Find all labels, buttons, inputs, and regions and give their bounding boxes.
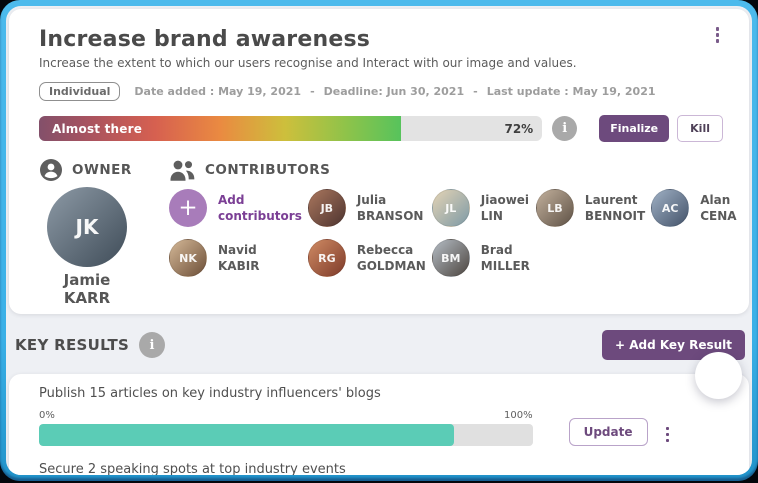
- meta-separator: -: [473, 85, 478, 98]
- contributor-avatar: JL: [431, 189, 470, 227]
- key-result-row: Secure 2 speaking spots at top industry …: [39, 462, 723, 475]
- contributors-icon: [169, 160, 196, 181]
- owner-section: OWNER JK Jamie KARR: [39, 158, 145, 307]
- progress-info-icon[interactable]: i: [552, 116, 578, 141]
- contributor-name: Navid KABIR: [218, 242, 260, 273]
- contributors-heading: CONTRIBUTORS: [205, 162, 331, 178]
- scale-max-label: 100%: [504, 410, 533, 421]
- date-added: Date added : May 19, 2021: [134, 85, 302, 98]
- objective-meta: Date added : May 19, 2021 - Deadline: Ju…: [134, 85, 655, 98]
- contributor-name: Rebecca GOLDMAN: [356, 242, 426, 273]
- contributor-avatar-initials: NK: [179, 251, 197, 265]
- contributor-avatar-initials: LB: [547, 201, 563, 215]
- contributor-item[interactable]: NK Navid KABIR: [169, 239, 302, 277]
- kill-button[interactable]: Kill: [677, 115, 723, 142]
- contributor-avatar: LB: [535, 189, 574, 227]
- key-result-title: Secure 2 speaking spots at top industry …: [39, 462, 346, 475]
- contributor-avatar-initials: JB: [320, 201, 334, 215]
- meta-separator: -: [310, 85, 315, 98]
- add-contributor-label: Add contributors: [218, 192, 302, 223]
- objective-description: Increase the extent to which our users r…: [39, 56, 577, 70]
- contributor-avatar: BM: [431, 239, 470, 277]
- contributor-avatar-initials: JL: [445, 201, 457, 215]
- objective-card: Increase brand awareness Increase the ex…: [9, 9, 749, 314]
- progress-status-label: Almost there: [52, 121, 143, 136]
- objective-progress-fill: Almost there: [39, 116, 402, 141]
- key-results-header: KEY RESULTS i + Add Key Result: [6, 314, 752, 374]
- add-contributor[interactable]: + Add contributors: [169, 189, 302, 227]
- finalize-button[interactable]: Finalize: [599, 115, 670, 142]
- owner-icon: [39, 158, 63, 182]
- last-update: Last update : May 19, 2021: [486, 85, 656, 98]
- key-result-progress-fill: [39, 424, 454, 446]
- objective-type-badge: Individual: [39, 82, 121, 101]
- contributors-grid: + Add contributors JB Julia BRANSON JL Jia…: [169, 189, 737, 277]
- contributor-avatar: RG: [307, 239, 346, 277]
- contributors-section: CONTRIBUTORS + Add contributors JB: [169, 160, 737, 307]
- contributor-avatar: JB: [307, 189, 346, 227]
- key-result-title: Publish 15 articles on key industry infl…: [39, 386, 381, 401]
- owner-heading: OWNER: [72, 162, 132, 178]
- window-content: Increase brand awareness Increase the ex…: [6, 6, 752, 475]
- key-result-menu-icon[interactable]: [664, 425, 672, 445]
- objective-title: Increase brand awareness: [39, 27, 371, 52]
- contributor-name: Alan CENA: [700, 192, 737, 223]
- contributor-item[interactable]: BM Brad MILLER: [431, 239, 530, 277]
- key-results-info-icon[interactable]: i: [139, 332, 166, 358]
- scale-min-label: 0%: [39, 410, 55, 421]
- contributor-item[interactable]: JB Julia BRANSON: [307, 189, 426, 227]
- contributor-item[interactable]: RG Rebecca GOLDMAN: [307, 239, 426, 277]
- contributor-name: Julia BRANSON: [356, 192, 424, 223]
- contributor-item[interactable]: JL Jiaowei LIN: [431, 189, 530, 227]
- owner-avatar[interactable]: JK: [47, 187, 127, 267]
- contributor-avatar-initials: AC: [661, 201, 679, 215]
- progress-percent: 72%: [504, 121, 534, 136]
- key-result-progress-track: [39, 424, 533, 446]
- contributor-item[interactable]: LB Laurent BENNOIT: [535, 189, 646, 227]
- objective-progress-track: Almost there 72%: [39, 116, 543, 141]
- key-result-row: Publish 15 articles on key industry infl…: [39, 386, 723, 446]
- deadline: Deadline: Jun 30, 2021: [323, 85, 465, 98]
- add-contributor-icon[interactable]: +: [169, 189, 207, 227]
- objective-menu-icon[interactable]: [712, 21, 724, 49]
- contributor-avatar-initials: RG: [318, 251, 336, 265]
- contributor-name: Brad MILLER: [480, 242, 530, 273]
- contributor-avatar-initials: BM: [441, 251, 461, 265]
- update-button[interactable]: Update: [568, 418, 648, 446]
- owner-avatar-initials: JK: [75, 215, 99, 239]
- floating-widget-button[interactable]: [695, 352, 742, 399]
- contributor-name: Jiaowei LIN: [480, 192, 530, 223]
- owner-name: Jamie KARR: [63, 271, 111, 307]
- contributor-item[interactable]: AC Alan CENA: [651, 189, 737, 227]
- contributor-avatar: NK: [169, 239, 207, 277]
- key-results-card: Publish 15 articles on key industry infl…: [9, 374, 749, 475]
- key-results-heading: KEY RESULTS: [15, 336, 130, 354]
- contributor-name: Laurent BENNOIT: [584, 192, 646, 223]
- contributor-avatar: AC: [651, 189, 690, 227]
